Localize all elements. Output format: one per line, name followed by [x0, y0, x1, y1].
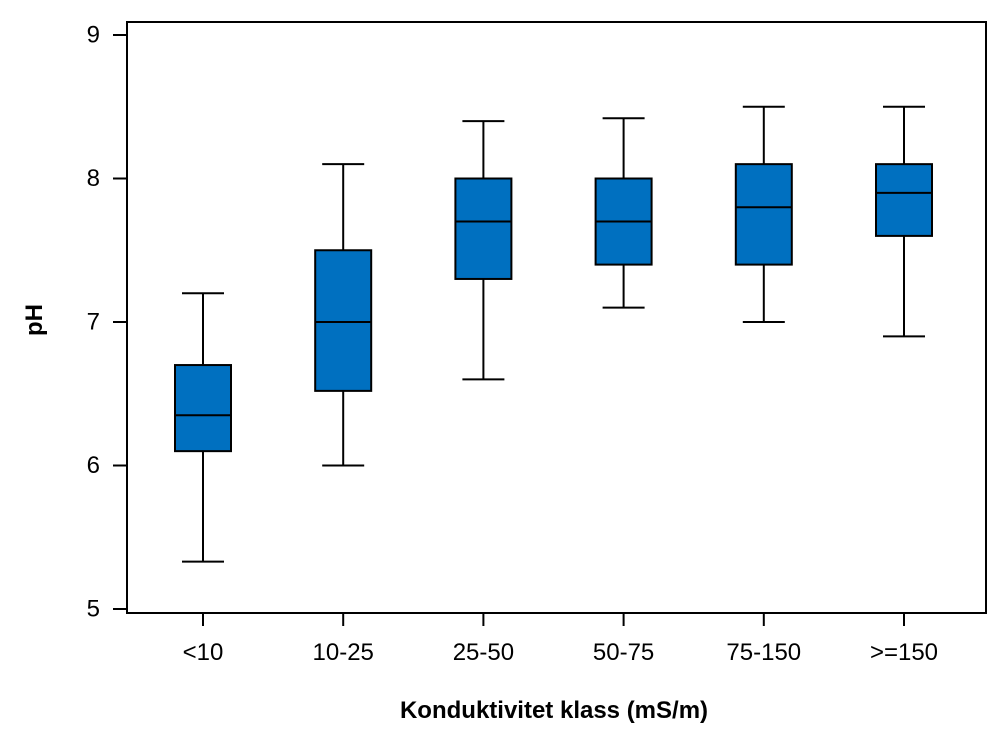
iqr-box	[454, 177, 513, 280]
iqr-box	[875, 163, 933, 237]
y-tick-label: 9	[87, 22, 100, 49]
y-axis-title: pH	[21, 304, 48, 336]
box-5	[875, 105, 933, 338]
y-tick-label: 8	[87, 165, 100, 192]
box-4	[734, 105, 793, 323]
x-axis: <10 10-25 25-50 50-75 75-150 >=150	[183, 613, 938, 666]
iqr-box	[174, 364, 232, 453]
y-axis: 5 6 7 8 9	[87, 22, 127, 623]
plot-frame	[126, 21, 987, 614]
box-0	[174, 292, 232, 563]
x-tick-label: 50-75	[593, 639, 654, 666]
box-series	[174, 105, 933, 563]
x-tick-label: 75-150	[726, 639, 801, 666]
box-1	[314, 163, 373, 467]
x-tick-label: 25-50	[453, 639, 514, 666]
x-axis-title: Konduktivitet klass (mS/m)	[400, 697, 708, 724]
iqr-box	[734, 163, 793, 266]
x-tick-label: <10	[183, 639, 224, 666]
y-tick-label: 6	[87, 452, 100, 479]
box-3	[594, 117, 653, 309]
x-tick-label: 10-25	[313, 639, 374, 666]
y-tick-label: 5	[87, 596, 100, 623]
x-tick-label: >=150	[870, 639, 938, 666]
box-2	[454, 120, 513, 381]
y-tick-label: 7	[87, 309, 100, 336]
iqr-box	[314, 249, 373, 392]
